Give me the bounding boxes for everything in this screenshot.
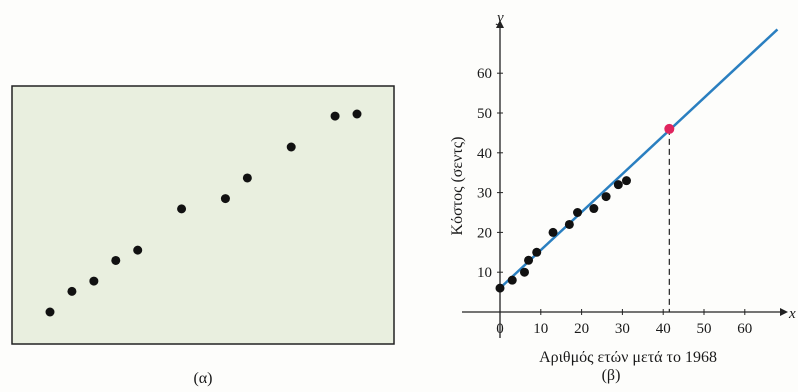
panel-a-point [242, 173, 252, 183]
panel-a-label: (α) [193, 370, 212, 387]
x-tick-label: 0 [496, 321, 504, 337]
x-tick-label: 10 [533, 321, 548, 337]
panel-b-point [507, 275, 517, 285]
panel-a-point [133, 245, 143, 255]
panel-b-point [621, 176, 631, 186]
y-tick-label: 50 [477, 106, 492, 122]
panel-b-points [495, 176, 631, 293]
y-tick-label: 30 [477, 186, 492, 202]
x-tick-label: 50 [697, 321, 712, 337]
panel-b-point [589, 204, 599, 214]
panel-a-frame [11, 85, 395, 345]
panel-a-point [220, 194, 230, 204]
panel-b: x y 0 10 20 30 40 50 60 10 20 30 40 50 60 Αριθμός ε… [449, 10, 796, 384]
panel-a-point [67, 286, 77, 296]
panel-b-label: (β) [602, 367, 621, 384]
y-axis-letter: y [495, 10, 504, 26]
panel-a-points [45, 109, 362, 317]
x-tick-label: 30 [615, 321, 630, 337]
panel-a-point [111, 255, 121, 265]
panel-a-point [177, 204, 187, 214]
panel-a-point [352, 109, 362, 119]
panel-b-point [601, 192, 611, 202]
y-axis-label: Κόστος (σεντς) [449, 137, 466, 236]
trend-line [499, 28, 779, 290]
panel-a: (α) [11, 85, 395, 387]
panel-b-point [564, 219, 574, 229]
y-tick-label: 10 [477, 265, 492, 281]
panel-b-point [532, 247, 542, 257]
panel-b-point [495, 283, 505, 293]
panel-b-point [548, 227, 558, 237]
highlight-point [664, 123, 675, 134]
x-axis-letter: x [788, 306, 796, 322]
panel-b-point [524, 255, 534, 265]
x-tick-label: 40 [656, 321, 671, 337]
x-tick-label: 60 [737, 321, 752, 337]
panel-b-point [519, 267, 529, 277]
panel-a-point [89, 276, 99, 286]
panel-a-point [286, 142, 296, 152]
x-tick-labels: 0 10 20 30 40 50 60 [496, 309, 752, 337]
y-tick-label: 60 [477, 66, 492, 82]
panel-a-point [330, 111, 340, 121]
x-tick-label: 20 [574, 321, 589, 337]
panel-b-point [613, 180, 623, 190]
x-axis-label: Αριθμός ετών μετά το 1968 [539, 349, 717, 366]
y-tick-label: 20 [477, 225, 492, 241]
y-tick-labels: 10 20 30 40 50 60 [477, 66, 503, 281]
panel-b-point [573, 208, 583, 217]
panel-a-point [45, 307, 55, 317]
y-tick-label: 40 [477, 146, 492, 162]
